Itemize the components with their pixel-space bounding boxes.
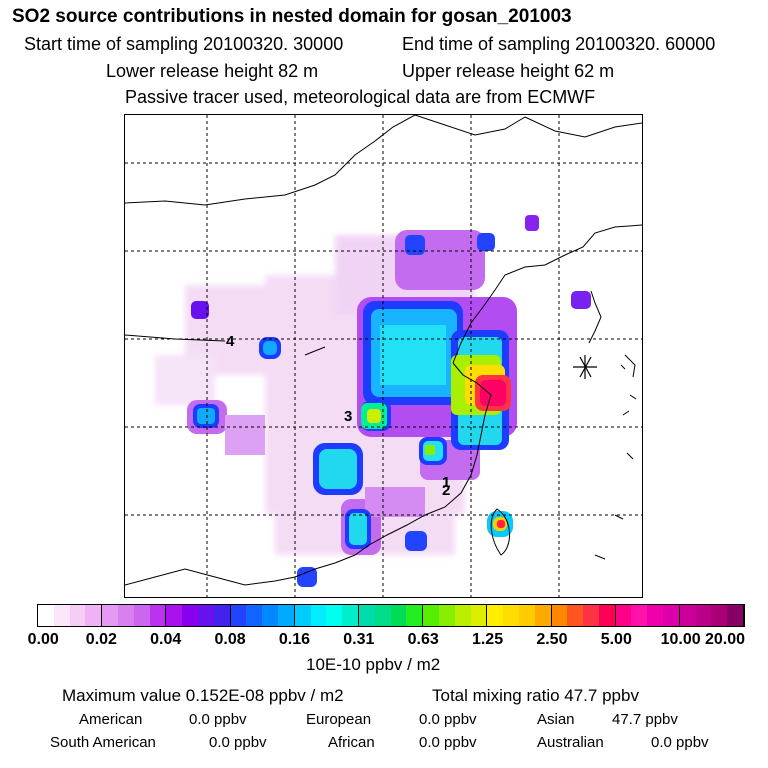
colorbar-swatch <box>246 605 263 626</box>
start-time: Start time of sampling 20100320. 30000 <box>24 34 344 54</box>
colorbar-swatch <box>85 605 103 626</box>
colorbar-swatch <box>503 605 519 626</box>
colorbar-swatch <box>326 605 343 626</box>
colorbar-swatch <box>166 605 183 626</box>
source-labels: 1 2 3 4 <box>226 333 450 499</box>
concentration-high <box>361 355 513 537</box>
region-south-american-value: 0.0 ppbv <box>209 734 267 751</box>
colorbar-tick-label: 0.31 <box>343 631 375 648</box>
colorbar-swatch <box>598 605 616 626</box>
end-time: End time of sampling 20100320. 60000 <box>402 34 716 54</box>
lower-release-height: Lower release height 82 m <box>106 61 319 81</box>
colorbar-tick-label: 10.00 <box>660 631 701 648</box>
colorbar-swatch <box>117 605 134 626</box>
colorbar-swatch <box>583 605 599 626</box>
colorbar-tick-label: 0.04 <box>150 631 182 648</box>
region-european-label: European <box>306 711 372 728</box>
colorbar-tick-label: 1.25 <box>471 631 504 648</box>
upper-release-height: Upper release height 62 m <box>402 61 615 81</box>
source-label-1: 1 <box>442 474 450 491</box>
total-mixing-ratio: Total mixing ratio 47.7 ppbv <box>432 686 639 705</box>
colorbar-swatch <box>53 605 70 626</box>
colorbar-swatch <box>518 605 535 626</box>
colorbar-tick-label: 20.00 <box>704 631 745 648</box>
coastline <box>125 115 642 586</box>
colorbar-swatch <box>567 605 584 626</box>
colorbar-swatch <box>631 605 648 626</box>
colorbar-tick-label: 2.50 <box>536 631 568 648</box>
colorbar-swatch <box>711 605 728 626</box>
colorbar-swatch <box>423 605 439 626</box>
colorbar-swatch <box>133 605 150 626</box>
colorbar-swatch <box>342 605 359 626</box>
region-australian-label: Australian <box>537 734 604 751</box>
source-label-3: 3 <box>344 408 352 425</box>
colorbar-swatch <box>727 605 745 626</box>
region-american-label: American <box>79 711 143 728</box>
colorbar-swatch <box>277 605 295 626</box>
colorbar-swatch <box>294 605 311 626</box>
colorbar-tick-label: 0.63 <box>407 631 439 648</box>
colorbar-swatch <box>406 605 424 626</box>
colorbar-swatch <box>358 605 375 626</box>
region-australian-value: 0.0 ppbv <box>651 734 709 751</box>
colorbar-swatch <box>262 605 278 626</box>
colorbar <box>37 604 745 627</box>
colorbar-swatch <box>38 605 54 626</box>
colorbar-swatch <box>213 605 231 626</box>
colorbar-swatch <box>197 605 214 626</box>
colorbar-tick-label: 0.08 <box>214 631 246 648</box>
colorbar-swatch <box>470 605 488 626</box>
source-label-2: 2 <box>442 482 450 499</box>
colorbar-swatch <box>102 605 118 626</box>
source-label-4: 4 <box>226 333 235 350</box>
colorbar-swatch <box>182 605 198 626</box>
map-title: SO2 source contributions in nested domai… <box>12 6 572 27</box>
colorbar-swatch <box>454 605 471 626</box>
maximum-value: Maximum value 0.152E-08 ppbv / m2 <box>62 686 344 705</box>
colorbar-swatch <box>534 605 552 626</box>
colorbar-swatch <box>647 605 664 626</box>
region-asian-value: 47.7 ppbv <box>612 711 678 728</box>
tracer-note: Passive tracer used, meteorological data… <box>125 87 596 107</box>
colorbar-swatch <box>149 605 167 626</box>
colorbar-unit: 10E-10 ppbv / m2 <box>306 655 441 674</box>
lat-lon-grid <box>125 115 642 597</box>
colorbar-tick-label: 5.00 <box>600 631 632 648</box>
colorbar-swatch <box>390 605 407 626</box>
colorbar-swatch <box>679 605 696 626</box>
colorbar-swatch <box>310 605 327 626</box>
map-canvas: 1 2 3 4 <box>125 115 642 597</box>
colorbar-swatch <box>230 605 247 626</box>
colorbar-swatch <box>438 605 455 626</box>
colorbar-swatch <box>695 605 712 626</box>
colorbar-swatch <box>69 605 86 626</box>
colorbar-tick-label: 0.02 <box>85 631 117 648</box>
region-asian-label: Asian <box>537 711 575 728</box>
colorbar-tick-label: 0.16 <box>278 631 311 648</box>
colorbar-swatch <box>663 605 680 626</box>
region-african-label: African <box>328 734 375 751</box>
region-american-value: 0.0 ppbv <box>189 711 247 728</box>
region-african-value: 0.0 ppbv <box>419 734 477 751</box>
colorbar-tick-label: 0.00 <box>27 631 59 648</box>
region-south-american-label: South American <box>50 734 156 751</box>
colorbar-swatch <box>615 605 632 626</box>
colorbar-swatch <box>374 605 391 626</box>
colorbar-swatch <box>551 605 568 626</box>
colorbar-swatch <box>487 605 504 626</box>
receptor-marker <box>573 355 597 379</box>
map-panel: 1 2 3 4 <box>124 114 643 598</box>
region-european-value: 0.0 ppbv <box>419 711 477 728</box>
